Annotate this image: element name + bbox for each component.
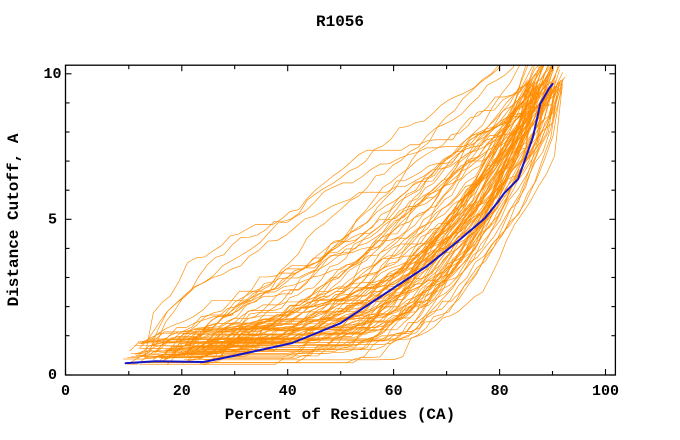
svg-text:20: 20 — [173, 383, 191, 400]
svg-text:10: 10 — [43, 66, 61, 83]
svg-text:0: 0 — [61, 383, 70, 400]
svg-text:Distance Cutoff, A: Distance Cutoff, A — [5, 133, 23, 306]
svg-text:Percent of Residues (CA): Percent of Residues (CA) — [225, 406, 455, 424]
svg-text:R1056: R1056 — [316, 13, 364, 31]
svg-text:80: 80 — [491, 383, 509, 400]
svg-text:40: 40 — [279, 383, 297, 400]
svg-text:100: 100 — [592, 383, 619, 400]
svg-text:60: 60 — [385, 383, 403, 400]
svg-text:0: 0 — [48, 367, 57, 384]
svg-text:5: 5 — [48, 211, 57, 228]
